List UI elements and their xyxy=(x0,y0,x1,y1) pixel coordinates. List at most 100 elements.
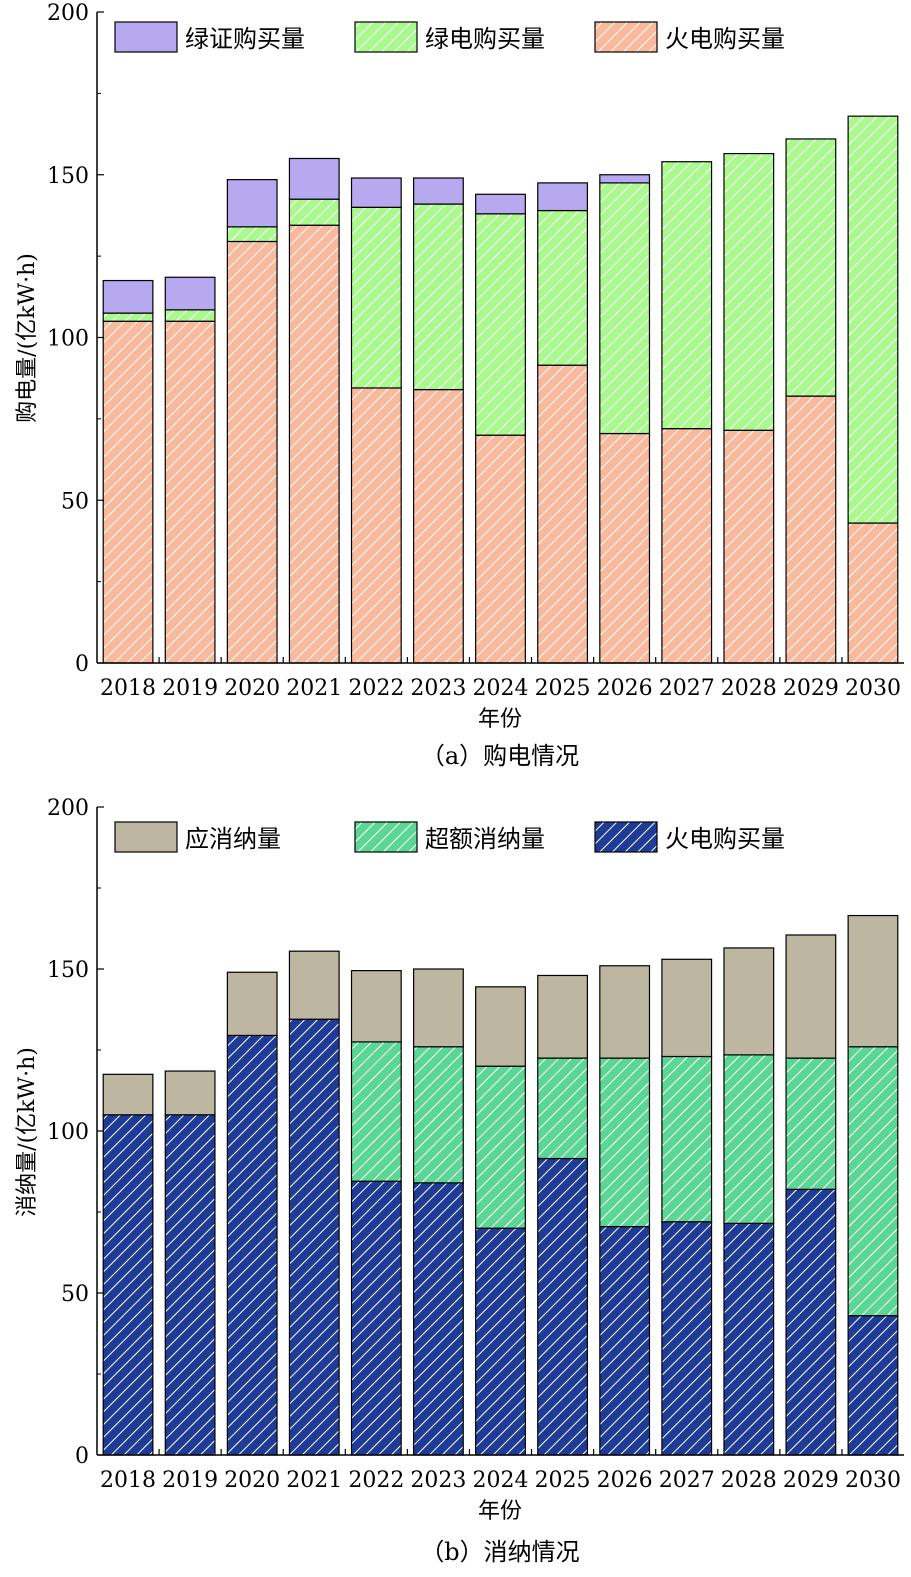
bar-stack-2030 xyxy=(847,115,899,664)
bar-stack-2019 xyxy=(164,276,216,664)
bar-hatch xyxy=(599,1058,650,1227)
y-axis-title: 消纳量/(亿kW·h) xyxy=(15,1047,40,1217)
x-tick-label: 2024 xyxy=(473,1468,529,1493)
bar-outline xyxy=(475,193,526,215)
legend-label: 火电购买量 xyxy=(665,825,785,853)
bar-stack-2024 xyxy=(475,986,526,1456)
x-tick-label: 2024 xyxy=(473,676,529,701)
bar-hatch xyxy=(786,1189,836,1455)
bar-hatch xyxy=(165,309,215,322)
bar-hatch xyxy=(537,210,588,366)
legend-swatch-outline xyxy=(114,821,178,853)
x-tick-label: 2021 xyxy=(286,1468,342,1493)
figure-caption: （b）消纳情况 xyxy=(420,1538,579,1566)
bar-outline xyxy=(475,986,526,1067)
bar-hatch xyxy=(103,313,153,322)
bar-hatch xyxy=(661,428,712,663)
bar-outline xyxy=(226,971,278,1037)
bar-hatch xyxy=(475,213,526,436)
bar-outline xyxy=(412,968,464,1048)
y-tick-label: 0 xyxy=(75,1444,89,1469)
bar-hatch xyxy=(661,1221,712,1455)
bar-segment xyxy=(351,178,402,208)
bar-segment xyxy=(165,277,215,310)
y-tick-label: 50 xyxy=(61,489,89,514)
legend-swatch xyxy=(115,22,177,52)
bar-hatch xyxy=(786,1058,836,1190)
x-tick-label: 2025 xyxy=(535,1468,591,1493)
bar-hatch xyxy=(723,153,774,431)
x-tick-label: 2020 xyxy=(224,1468,280,1493)
bar-segment xyxy=(537,182,588,211)
x-tick-label: 2026 xyxy=(597,676,653,701)
bar-stack-2024 xyxy=(475,193,526,664)
x-tick-label: 2022 xyxy=(348,1468,404,1493)
bar-segment xyxy=(537,975,588,1059)
legend-label: 绿电购买量 xyxy=(425,25,545,53)
bar-hatch xyxy=(848,1046,898,1316)
bar-stack-2029 xyxy=(785,934,837,1456)
y-tick-label: 150 xyxy=(47,164,89,189)
bar-segment xyxy=(599,965,650,1059)
bar-hatch xyxy=(537,1058,588,1159)
bar-hatch xyxy=(599,182,650,434)
x-tick-label: 2029 xyxy=(783,676,839,701)
bar-stack-2020 xyxy=(226,179,278,664)
y-tick-label: 200 xyxy=(47,796,89,821)
bar-outline xyxy=(537,974,589,1059)
bar-segment xyxy=(103,1074,153,1115)
bar-hatch xyxy=(413,389,464,663)
legend-label: 火电购买量 xyxy=(665,25,785,53)
legend-entry: 绿证购买量 xyxy=(114,21,305,53)
x-tick-label: 2027 xyxy=(659,676,715,701)
bar-hatch xyxy=(413,1182,464,1455)
bar-outline xyxy=(785,138,837,397)
x-tick-label: 2027 xyxy=(659,1468,715,1493)
bar-stack-2027 xyxy=(661,958,713,1456)
bar-segment xyxy=(475,986,526,1067)
bar-stack-2028 xyxy=(723,947,775,1456)
bar-segment xyxy=(413,969,464,1047)
bar-outline xyxy=(599,174,651,184)
bar-outline xyxy=(226,179,278,228)
legend-label: 超额消纳量 xyxy=(425,825,545,853)
x-tick-label: 2021 xyxy=(286,676,342,701)
x-tick-label: 2019 xyxy=(162,1468,218,1493)
bar-stack-2020 xyxy=(226,971,278,1456)
bar-segment xyxy=(723,947,774,1055)
x-tick-label: 2018 xyxy=(100,676,156,701)
bar-outline xyxy=(723,947,775,1056)
bar-outline xyxy=(661,958,713,1058)
bar-outline xyxy=(288,157,340,200)
legend-swatch-outline xyxy=(354,821,418,853)
bar-segment xyxy=(661,959,712,1057)
bar-hatch xyxy=(661,1056,712,1222)
bar-hatch xyxy=(786,396,836,663)
bar-stack-2018 xyxy=(102,1073,154,1456)
bar-segment xyxy=(848,915,898,1047)
y-tick-label: 100 xyxy=(47,327,89,352)
bar-hatch xyxy=(848,523,898,663)
legend: 绿证购买量 绿电购买量 火电购买量 xyxy=(114,21,785,53)
legend-swatch-hatch xyxy=(595,822,657,852)
legend-label: 绿证购买量 xyxy=(185,25,305,53)
bar-hatch xyxy=(413,204,464,390)
bar-outline xyxy=(102,1073,154,1116)
bar-hatch xyxy=(289,1019,340,1455)
bar-hatch xyxy=(537,1158,588,1455)
x-tick-label: 2026 xyxy=(597,1468,653,1493)
legend-swatch-hatch xyxy=(355,822,417,852)
y-axis-title: 购电量/(亿kW·h) xyxy=(15,253,40,423)
bar-segment xyxy=(227,179,278,227)
x-tick-label: 2023 xyxy=(410,1468,466,1493)
bar-segment xyxy=(599,174,650,183)
bar-hatch xyxy=(723,1223,774,1455)
bar-stack-2030 xyxy=(847,914,899,1456)
bar-hatch xyxy=(599,1226,650,1455)
bar-stack-2018 xyxy=(102,279,154,664)
bar-outline xyxy=(847,115,899,524)
bar-hatch xyxy=(103,1114,153,1455)
x-tick-label: 2018 xyxy=(100,1468,156,1493)
bar-segment xyxy=(289,158,340,200)
